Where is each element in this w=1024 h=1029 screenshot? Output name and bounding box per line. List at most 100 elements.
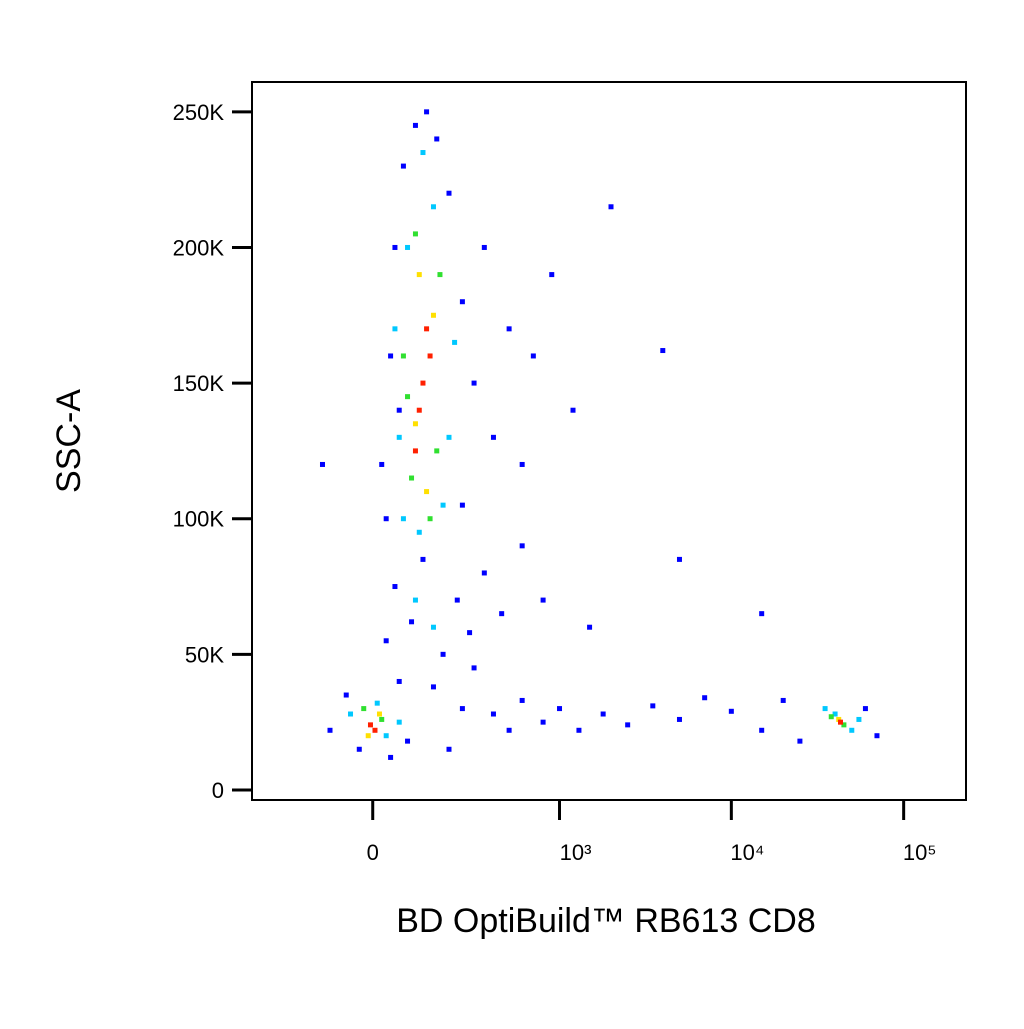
data-point <box>420 380 426 386</box>
data-point <box>676 716 682 722</box>
data-point <box>822 706 828 712</box>
data-point <box>424 109 430 115</box>
data-point <box>412 231 418 237</box>
data-point <box>430 624 436 630</box>
data-point <box>396 719 402 725</box>
y-axis-title: SSC-A <box>50 389 88 493</box>
data-point <box>797 738 803 744</box>
data-point <box>837 719 843 725</box>
data-point <box>481 244 487 250</box>
data-point <box>412 597 418 603</box>
data-point <box>396 678 402 684</box>
y-tick-label: 200K <box>173 235 225 260</box>
x-axis-title: BD OptiBuild™ RB613 CD8 <box>396 902 816 940</box>
data-point <box>388 353 394 359</box>
data-point <box>434 448 440 454</box>
data-point <box>412 448 418 454</box>
data-point <box>446 434 452 440</box>
data-point <box>836 716 842 722</box>
y-tick-label: 0 <box>212 778 224 803</box>
data-point <box>420 556 426 562</box>
data-point <box>409 475 415 481</box>
data-point <box>440 502 446 508</box>
data-point <box>327 727 333 733</box>
data-point <box>490 434 496 440</box>
data-point <box>549 272 555 278</box>
data-point <box>459 299 465 305</box>
data-point <box>361 706 367 712</box>
data-point <box>388 754 394 760</box>
data-point <box>372 727 378 733</box>
data-point <box>400 353 406 359</box>
data-point <box>356 746 362 752</box>
data-point <box>416 272 422 278</box>
data-point <box>856 716 862 722</box>
data-point <box>379 461 385 467</box>
data-point <box>728 708 734 714</box>
data-point <box>424 326 430 332</box>
data-point <box>376 711 382 717</box>
data-point <box>400 516 406 522</box>
data-point <box>540 597 546 603</box>
y-tick-label: 150K <box>173 371 225 396</box>
data-point <box>660 348 666 354</box>
data-point <box>519 461 525 467</box>
data-point <box>392 326 398 332</box>
data-point <box>396 434 402 440</box>
data-point <box>396 407 402 413</box>
data-point <box>434 136 440 142</box>
data-point <box>570 407 576 413</box>
data-point <box>400 163 406 169</box>
data-point <box>430 312 436 318</box>
data-point <box>319 461 325 467</box>
data-point <box>471 380 477 386</box>
data-point <box>471 665 477 671</box>
data-point <box>379 716 385 722</box>
data-point <box>650 703 656 709</box>
data-point <box>499 611 505 617</box>
data-point <box>440 651 446 657</box>
data-point <box>416 407 422 413</box>
data-point <box>405 394 411 400</box>
data-point <box>832 711 838 717</box>
data-point <box>392 584 398 590</box>
data-point <box>437 272 443 278</box>
data-point <box>459 706 465 712</box>
data-point <box>481 570 487 576</box>
data-point <box>862 706 868 712</box>
data-point <box>409 619 415 625</box>
data-point <box>759 727 765 733</box>
data-point <box>625 722 631 728</box>
data-point <box>587 624 593 630</box>
data-point <box>446 190 452 196</box>
data-point <box>608 204 614 210</box>
plot-frame <box>251 81 967 801</box>
x-tick-label: 10⁴ <box>730 840 764 865</box>
x-tick-label: 10⁵ <box>903 840 937 865</box>
data-point <box>828 714 834 720</box>
x-tick-label: 0 <box>367 840 379 865</box>
data-point <box>557 706 563 712</box>
data-point <box>759 611 765 617</box>
data-point <box>506 326 512 332</box>
data-point <box>427 353 433 359</box>
data-point <box>467 630 473 636</box>
data-point <box>452 339 458 345</box>
data-point <box>383 638 389 644</box>
data-point <box>506 727 512 733</box>
data-point <box>600 711 606 717</box>
data-point <box>519 543 525 549</box>
data-point <box>702 695 708 701</box>
data-point <box>841 722 847 728</box>
data-point <box>576 727 582 733</box>
data-point <box>849 727 855 733</box>
data-point <box>392 244 398 250</box>
y-tick-label: 250K <box>173 100 225 125</box>
data-point <box>530 353 536 359</box>
data-point <box>365 733 371 739</box>
data-point <box>416 529 422 535</box>
y-tick-label: 100K <box>173 507 225 532</box>
data-point <box>405 738 411 744</box>
data-point <box>348 711 354 717</box>
